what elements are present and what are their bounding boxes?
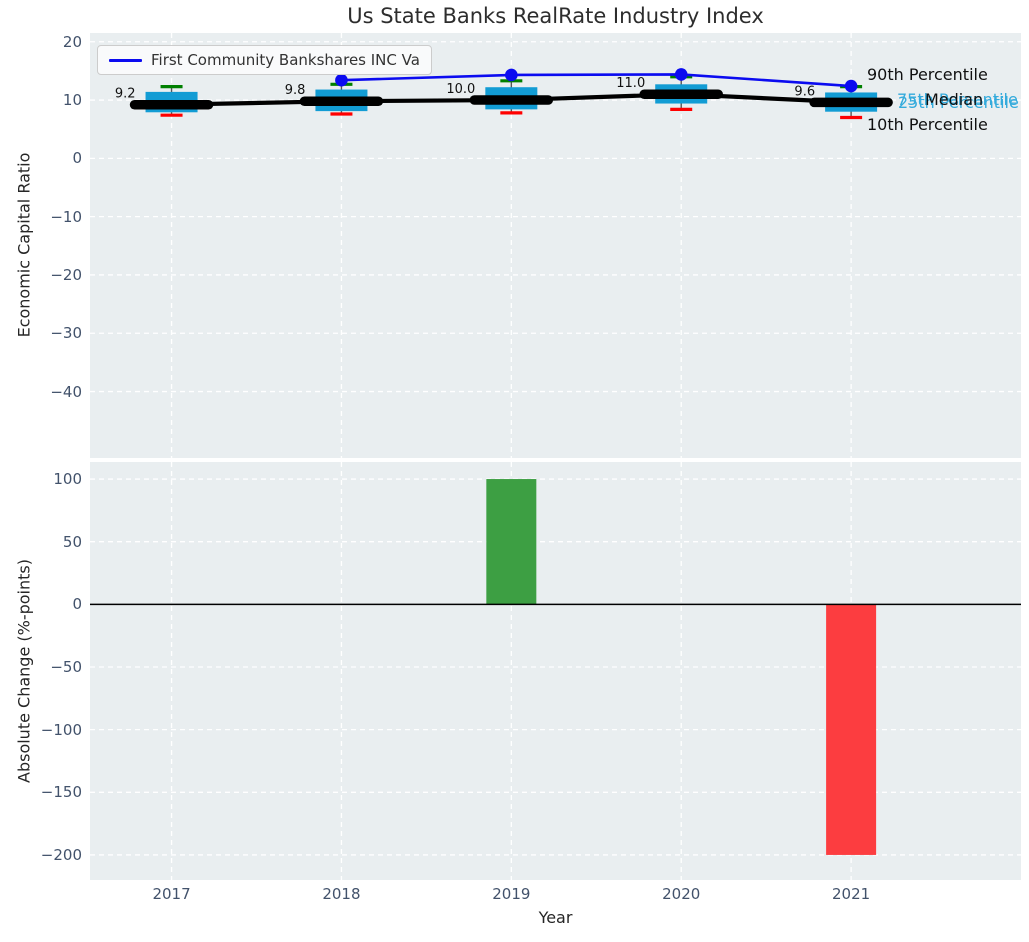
company-line [341,73,852,88]
bottom-axes [90,462,1021,880]
top-y-axis-label: Economic Capital Ratio [14,152,34,338]
y-tick-label: −200 [40,845,82,864]
x-tick-label: 2018 [322,885,361,903]
y-tick-label: 0 [72,149,82,168]
y-tick-label: −10 [50,207,82,226]
y-tick-label: −30 [50,324,82,343]
chart-title: Us State Banks RealRate Industry Index [347,4,764,28]
legend: First Community Bankshares INC Va [97,45,432,75]
bottom-y-axis-label: Absolute Change (%-points) [14,559,34,783]
annotation-90th-percentile: 90th Percentile [867,65,988,84]
company-marker [674,68,688,81]
x-tick-label: 2020 [662,885,701,903]
y-tick-label: 50 [62,532,82,551]
x-tick-label: 2021 [832,885,871,903]
y-tick-label: −150 [40,783,82,802]
legend-line-swatch [109,58,142,62]
y-tick-label: −100 [40,720,82,739]
annotation-25th-percentile: 25th Percentile [898,93,1019,112]
annotation-median: Median [925,90,984,109]
y-tick-label: −40 [50,382,82,401]
median-value-label: 10.0 [446,82,475,97]
x-tick-labels: 2017 2018 2019 2020 2021 [90,885,1021,905]
annotation-75th-percentile: 75th Percentile [897,90,1018,109]
y-tick-label: 100 [53,470,82,489]
legend-label: First Community Bankshares INC Va [151,51,420,69]
median-value-label: 9.6 [794,84,815,99]
x-tick-label: 2017 [152,885,191,903]
y-tick-label: −20 [50,265,82,284]
company-marker [335,73,348,87]
top-y-tick-labels: 20 10 0 −10 −20 −30 −40 [0,33,82,458]
company-marker [505,68,518,82]
median-value-label: 9.8 [285,83,306,98]
y-tick-label: 20 [62,32,82,51]
y-tick-label: 10 [62,91,82,110]
bottom-y-tick-labels: 100 50 0 −50 −100 −150 −200 [0,462,82,880]
median-value-label: 11.0 [616,76,645,91]
y-tick-label: −50 [50,657,82,676]
x-tick-label: 2019 [492,885,531,903]
negative-change-bar [826,604,877,855]
y-tick-label: 0 [72,595,82,614]
top-axes-canvas: 9.2 9.8 10.0 11.0 9.6 [90,33,1021,458]
top-axes: 9.2 9.8 10.0 11.0 9.6 [90,33,1021,458]
positive-change-bar [486,479,537,605]
annotation-10th-percentile: 10th Percentile [867,115,988,134]
median-value-label: 9.2 [115,87,136,102]
x-axis-label: Year [538,908,573,927]
bottom-axes-canvas [90,462,1021,880]
company-marker [844,79,858,93]
